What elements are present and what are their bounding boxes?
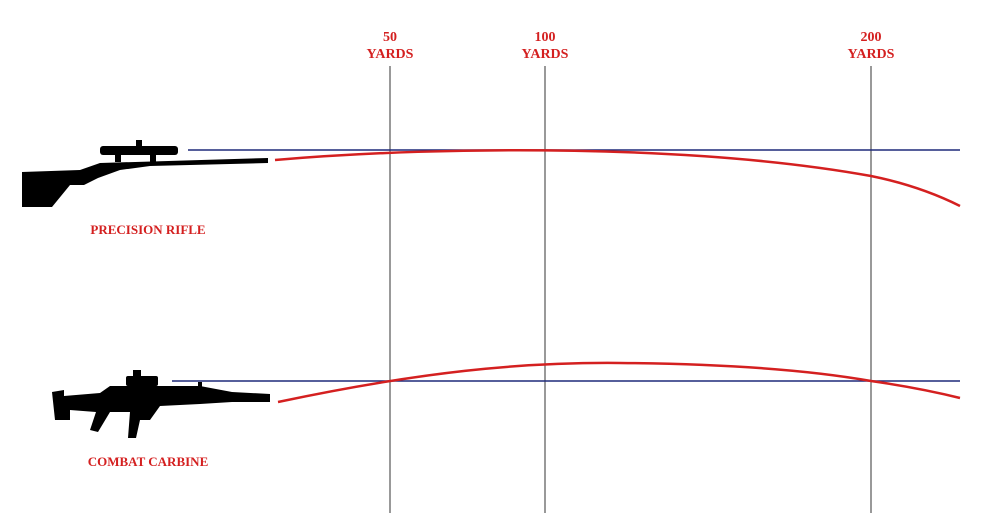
bullet-trajectory xyxy=(274,148,961,208)
bullet-trajectory xyxy=(277,361,961,404)
precision-rifle-group: PRECISION RIFLE xyxy=(22,140,961,237)
carbine-silhouette xyxy=(52,386,270,438)
marker-100: 100 YARDS xyxy=(522,30,569,513)
rifle-scope-turret xyxy=(136,140,142,148)
marker-distance: 50 xyxy=(383,30,397,45)
marker-unit: YARDS xyxy=(848,47,895,62)
carbine-front-sight xyxy=(198,382,202,390)
weapon-label: COMBAT CARBINE xyxy=(88,454,209,469)
marker-50: 50 YARDS xyxy=(367,30,414,513)
rifle-silhouette xyxy=(22,158,268,207)
marker-distance: 200 xyxy=(861,30,882,45)
rifle-scope-mount xyxy=(115,154,121,162)
weapon-label: PRECISION RIFLE xyxy=(90,222,205,237)
marker-distance: 100 xyxy=(535,30,556,45)
marker-unit: YARDS xyxy=(367,47,414,62)
marker-unit: YARDS xyxy=(522,47,569,62)
carbine-optic xyxy=(126,376,158,386)
rifle-scope-mount xyxy=(150,154,156,162)
marker-200: 200 YARDS xyxy=(848,30,895,513)
rifle-scope xyxy=(100,146,178,155)
carbine-optic-turret xyxy=(133,370,141,377)
combat-carbine-group: COMBAT CARBINE xyxy=(52,361,961,469)
